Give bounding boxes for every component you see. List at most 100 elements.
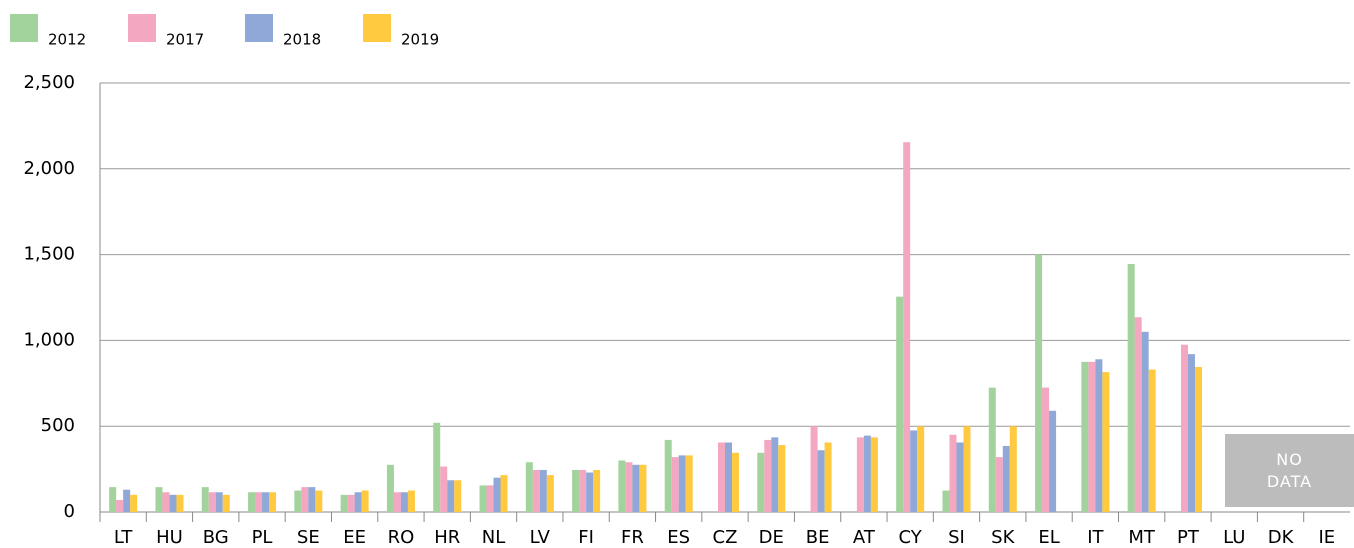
bar [810, 426, 818, 512]
bar [393, 492, 401, 512]
bar [169, 494, 177, 512]
bar [454, 480, 462, 512]
bar [340, 494, 348, 512]
no-data-annotation: NO DATA [1225, 434, 1354, 507]
legend-label: 2019 [401, 31, 439, 49]
bar [593, 469, 601, 512]
bar [315, 490, 323, 512]
bar [671, 457, 679, 512]
bar [222, 494, 230, 512]
bar [354, 492, 362, 512]
legend-label: 2012 [48, 31, 86, 49]
bar [1009, 426, 1017, 512]
x-tick-label: FR [621, 527, 644, 548]
bar [1042, 387, 1050, 512]
bar [447, 480, 455, 512]
bar [956, 442, 964, 512]
x-tick-label: NL [482, 527, 506, 548]
bar [778, 445, 786, 512]
legend-swatch [363, 14, 391, 42]
bar [572, 469, 580, 512]
bar [625, 462, 633, 512]
bar [685, 455, 693, 512]
bar [725, 442, 732, 512]
x-tick-label: EL [1038, 527, 1059, 548]
y-tick-label: 2,000 [23, 158, 75, 179]
bar [917, 426, 925, 512]
bar [1180, 344, 1188, 512]
x-tick-label: MT [1128, 527, 1156, 548]
bar [1095, 359, 1103, 512]
bar [988, 387, 996, 512]
y-tick-label: 500 [41, 415, 75, 436]
bar [863, 435, 871, 512]
bar [433, 422, 441, 512]
x-tick-label: LV [530, 527, 551, 548]
bar [486, 485, 494, 512]
x-tick-label: CZ [713, 527, 738, 548]
bar [525, 462, 533, 512]
bar [824, 442, 832, 512]
bar [208, 492, 216, 512]
bar [1187, 354, 1195, 512]
bar [896, 296, 904, 512]
legend-swatch [245, 14, 273, 42]
x-tick-label: BG [203, 527, 229, 548]
bar [771, 437, 779, 512]
bar [618, 460, 626, 512]
x-tick-label: SK [991, 527, 1015, 548]
bar [856, 437, 864, 512]
x-tick-label: BE [806, 527, 830, 548]
bar [400, 492, 408, 512]
bar [201, 487, 209, 512]
x-tick-label: DE [759, 527, 784, 548]
bar [162, 492, 170, 512]
bar [493, 477, 501, 512]
x-tick-label: LU [1223, 527, 1245, 548]
bar [500, 475, 508, 512]
y-tick-label: 1,500 [23, 244, 75, 265]
x-tick-label: AT [853, 527, 876, 548]
y-tick-label: 2,500 [23, 72, 75, 93]
bar [732, 452, 739, 512]
bar [586, 472, 594, 512]
x-tick-label: LT [114, 527, 134, 548]
bar [308, 487, 316, 512]
legend-label: 2018 [283, 31, 321, 49]
y-tick-label: 0 [64, 501, 75, 522]
x-tick-label: DK [1268, 527, 1295, 548]
x-tick-label: PT [1177, 527, 1200, 548]
bar [176, 494, 184, 512]
bar [269, 492, 277, 512]
bar [718, 442, 725, 512]
bar [532, 469, 540, 512]
legend-swatch [128, 14, 156, 42]
bar [678, 455, 686, 512]
bar [1102, 372, 1110, 512]
bar [870, 437, 878, 512]
x-tick-label: PL [252, 527, 273, 548]
bar [407, 490, 415, 512]
bar [1002, 445, 1010, 512]
bar [1134, 317, 1142, 512]
bar [757, 452, 765, 512]
bar [1081, 361, 1089, 512]
x-tick-label: SI [948, 527, 965, 548]
bar [479, 485, 487, 512]
bar [539, 469, 547, 512]
bar [130, 494, 138, 512]
x-tick-label: IT [1087, 527, 1104, 548]
bar [639, 464, 647, 512]
bar [386, 464, 394, 512]
x-tick-label: HR [434, 527, 460, 548]
bar [294, 490, 302, 512]
bar [579, 469, 587, 512]
bar [440, 466, 448, 512]
x-tick-label: SE [297, 527, 320, 548]
bar [1148, 369, 1156, 512]
bar [155, 487, 163, 512]
bar [995, 457, 1003, 512]
bar [1049, 410, 1057, 512]
x-tick-label: RO [388, 527, 415, 548]
